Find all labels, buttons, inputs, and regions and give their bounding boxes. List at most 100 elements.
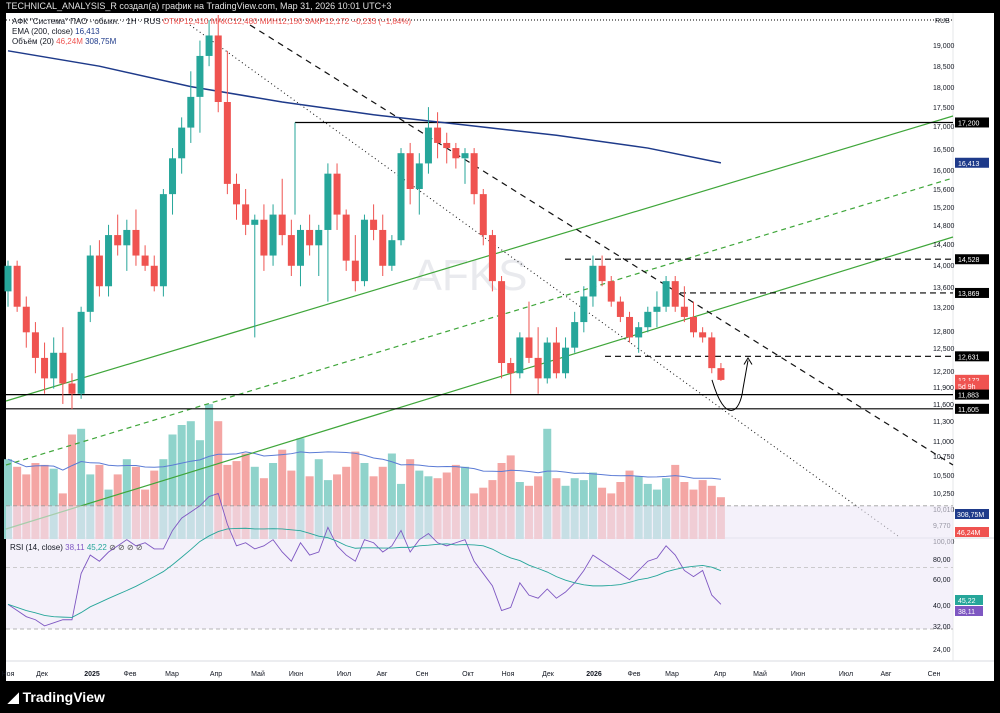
price-tick-label: 10,500 [933, 473, 955, 480]
price-tick-label: 11,300 [933, 419, 954, 426]
footer-bar: ◢ TradingView [0, 681, 1000, 713]
candle-body [13, 265, 21, 307]
volume-bar [497, 463, 506, 539]
rsi-value-2: 45,22 [86, 543, 107, 552]
candle-body [717, 368, 725, 380]
rsi-tag-label: 45,22 [958, 598, 976, 605]
volume-bar [506, 455, 515, 539]
symbol-title: АФК "Система" ПАО - обыкн. · 1Н · RUS [12, 17, 161, 26]
price-tick-label: 13,200 [933, 305, 955, 312]
candle-body [205, 35, 213, 56]
candle-body [86, 255, 94, 312]
candle-body [242, 204, 250, 225]
candle-body [59, 352, 67, 384]
volume-bar [67, 434, 76, 539]
ema-value: 16,413 [75, 27, 100, 36]
candle-body [461, 153, 469, 159]
rsi-legend[interactable]: RSI (14, close) 38,11 45,22 ⊘ ⊘ ⊘ ⊘ [10, 543, 143, 553]
volume-bar [49, 468, 58, 539]
candle-body [4, 265, 12, 292]
candle-body [233, 183, 240, 205]
volume-bar [387, 453, 396, 539]
candle-body [498, 281, 506, 364]
price-tick-label: 12,500 [933, 346, 955, 353]
currency-label: RUB [935, 18, 950, 25]
price-tick-label: 12,800 [933, 329, 955, 336]
volume-tag-bg [955, 509, 989, 519]
time-axis-label: Авг [377, 671, 388, 678]
time-axis-label: Сен [928, 671, 941, 678]
volume-bar [131, 466, 140, 539]
candle-body [68, 383, 76, 394]
rsi-tick-label: 40,00 [933, 603, 951, 610]
volume-tag-bg [955, 527, 989, 537]
tradingview-logo[interactable]: ◢ TradingView [8, 689, 105, 705]
projection-arrowhead [743, 356, 753, 365]
price-tick-label: 17,500 [933, 105, 955, 112]
candle-body [132, 229, 140, 256]
price-tag-label: 17,200 [958, 120, 980, 127]
candle-body [178, 127, 186, 159]
volume-ma-line [7, 451, 721, 480]
rsi-label: RSI (14, close) [10, 543, 63, 552]
candle-body [187, 96, 195, 128]
candle-body [333, 173, 341, 215]
volume-bar [360, 463, 369, 539]
volume-bar [278, 449, 287, 539]
candle-body [607, 281, 615, 302]
candle-body [31, 332, 39, 358]
ema-legend[interactable]: EMA (200, close) 16,413 [12, 27, 100, 37]
rsi-value-1: 38,11 [65, 543, 85, 552]
price-tick-label: 14,400 [933, 242, 955, 249]
volume-bar [378, 466, 387, 539]
candle-body [516, 337, 524, 374]
price-tag-label: 11,605 [958, 407, 979, 414]
caption-bar: TECHNICAL_ANALYSIS_R создал(а) график на… [0, 0, 1000, 13]
price-tick-label: 19,000 [933, 43, 955, 50]
ema-label: EMA (200, close) [12, 27, 73, 36]
candle-body [169, 158, 177, 195]
candle-body [159, 194, 167, 287]
price-tick-label: 14,800 [933, 223, 955, 230]
candle-body [708, 337, 716, 369]
price-tick-label: 15,600 [933, 187, 955, 194]
time-axis-label: Апр [210, 671, 222, 678]
price-tick-label: 11,600 [933, 402, 954, 409]
ohlc-values: ОТКР12,410 МАКС12,480 МИН12,150 ЗАКР12,1… [162, 17, 412, 26]
candle-body [370, 219, 378, 230]
volume-legend[interactable]: Объём (20) 46,24M 308,75M [12, 37, 116, 47]
candle-body [589, 265, 597, 297]
time-axis-label: Июн [289, 671, 303, 678]
candle-body [552, 342, 560, 374]
candle-body [351, 260, 359, 282]
volume-bar [232, 461, 241, 539]
price-tag-bg [955, 287, 989, 298]
candle-body [141, 255, 149, 266]
candle-body [690, 316, 697, 333]
rsi-settings-icons[interactable]: ⊘ ⊘ ⊘ ⊘ [109, 543, 143, 552]
price-tag-label: 13,869 [958, 291, 980, 298]
candle-body [95, 255, 103, 287]
candle-body [260, 219, 268, 256]
volume-bar [177, 425, 186, 539]
time-axis-label: 2025 [84, 671, 100, 678]
time-axis-label: Фев [628, 671, 641, 678]
price-tag-label: 12,631 [958, 354, 980, 361]
candle-body [616, 301, 624, 317]
time-axis-label: Фев [124, 671, 137, 678]
candle-body [269, 214, 277, 256]
rsi-line [7, 492, 722, 627]
price-tick-label: 11,900 [933, 385, 954, 392]
candle-body [507, 363, 515, 374]
volume-bar [671, 464, 680, 539]
projection-path [711, 360, 749, 412]
candle-body [470, 153, 478, 195]
price-tick-label: 10,750 [933, 454, 955, 461]
rsi-tick-label: 80,00 [933, 557, 951, 564]
candle-body [571, 322, 579, 348]
candle-body [406, 153, 414, 190]
price-tag-label: 14,528 [958, 257, 980, 264]
volume-bar [150, 470, 159, 539]
volume-bar [223, 464, 232, 539]
